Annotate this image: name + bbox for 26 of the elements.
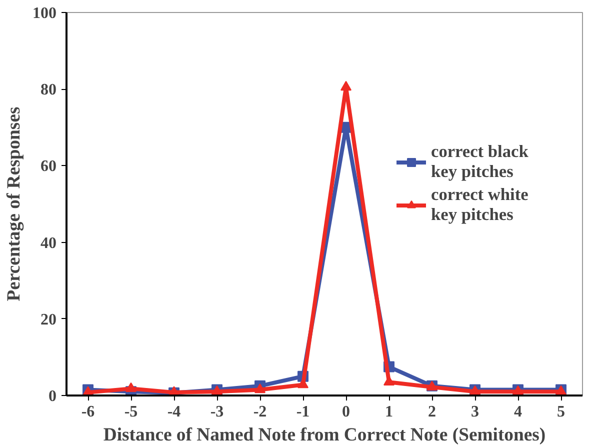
point: [254, 383, 266, 394]
x-tick-label: 1: [385, 404, 393, 420]
x-tick-label: 2: [428, 404, 436, 420]
point: [298, 378, 308, 388]
x-tick-label: 4: [514, 404, 522, 420]
point: [340, 80, 352, 91]
x-tick-label: 3: [471, 404, 479, 420]
y-tick-label: 60: [40, 158, 56, 176]
y-axis-title: Percentage of Responses: [4, 106, 24, 302]
x-tick-label: -4: [167, 404, 181, 420]
x-tick-label: -1: [296, 404, 310, 420]
y-tick-label: 80: [40, 82, 56, 99]
x-axis-title: Distance of Named Note from Correct Note (Semitones): [103, 424, 546, 446]
y-tick-label: 40: [40, 234, 56, 252]
legend-label: correct white key pitches: [431, 185, 530, 225]
point: [126, 382, 136, 392]
x-tick-label: -2: [253, 404, 267, 420]
y-tick-label: 0: [48, 388, 56, 405]
y-tick-label: 100: [32, 5, 56, 22]
x-tick-label: 0: [342, 404, 350, 420]
point: [384, 376, 394, 386]
y-tick-label: 20: [40, 311, 56, 328]
x-tick-label: 5: [557, 404, 565, 420]
x-tick-label: -5: [124, 404, 138, 420]
x-tick-label: -3: [210, 404, 224, 420]
x-tick-label: -6: [81, 404, 95, 420]
